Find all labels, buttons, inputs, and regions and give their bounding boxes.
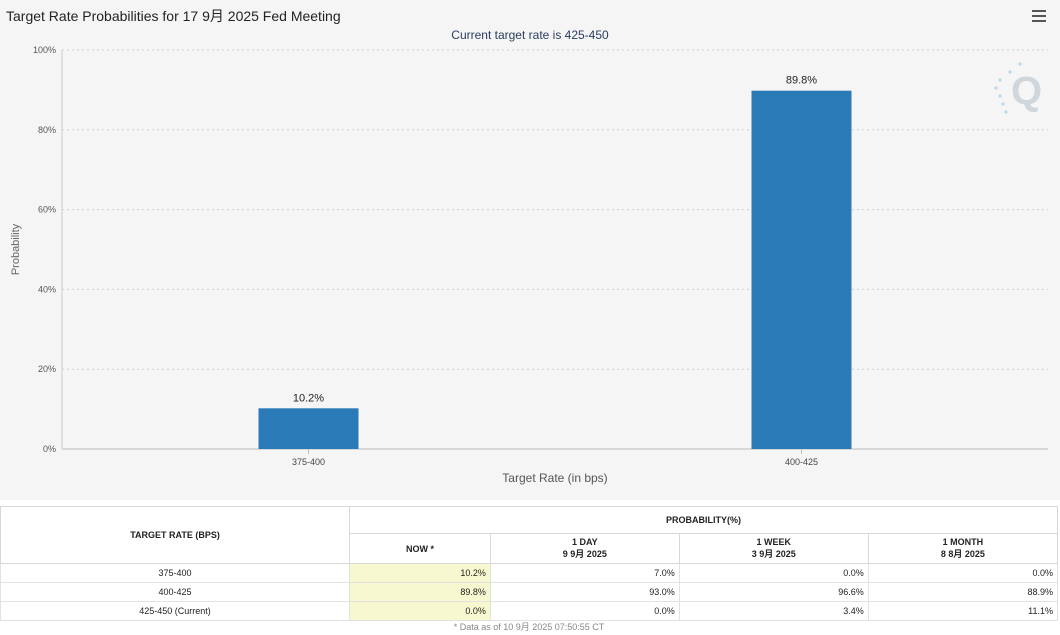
bar: [751, 90, 852, 449]
y-tick-label: 60%: [38, 205, 56, 215]
y-tick-label: 40%: [38, 284, 56, 294]
probability-cell: 93.0%: [489, 582, 680, 602]
chart-title: Target Rate Probabilities for 17 9月 2025…: [6, 8, 341, 24]
y-tick-label: 0%: [43, 444, 56, 454]
target-rate-header: TARGET RATE (BPS): [0, 506, 351, 564]
y-tick-label: 20%: [38, 364, 56, 374]
probability-table: TARGET RATE (BPS) PROBABILITY(%) NOW * 1 …: [0, 505, 1059, 621]
target-rate-cell: 400-425: [0, 582, 351, 602]
probability-cell: 7.0%: [489, 563, 680, 583]
probability-header: PROBABILITY(%): [349, 505, 1058, 535]
x-tick-label: 400-425: [785, 457, 818, 467]
x-axis-title: Target Rate (in bps): [502, 471, 607, 485]
column-header: 1 DAY 9 9月 2025: [489, 533, 680, 564]
probability-cell: 88.9%: [867, 582, 1059, 602]
chart-panel: 0% 20% 40% 60% 80% 100% 10.2% 375-400 89.8% 400-4…: [6, 8, 1048, 485]
y-axis-title: Probability: [10, 223, 22, 275]
probability-cell: 3.4%: [678, 601, 869, 621]
bar: [258, 408, 359, 449]
table-row: 425-450 (Current) 0.0% 0.0% 3.4% 11.1%: [0, 601, 1059, 621]
probability-cell: 89.8%: [349, 582, 491, 602]
probability-cell: 0.0%: [867, 563, 1059, 583]
column-header-row: NOW * 1 DAY 9 9月 2025 1 WEEK 3 9月 2025 1 MONT…: [1, 533, 1059, 564]
probability-cell: 10.2%: [349, 563, 491, 583]
data-timestamp-footnote: * Data as of 10 9月 2025 07:50:55 CT: [453, 622, 605, 632]
table-body: 375-400 10.2% 7.0% 0.0% 0.0% 400-425 89.8% 93.0…: [0, 563, 1059, 621]
data-label: 10.2%: [293, 392, 324, 404]
table-row: 375-400 10.2% 7.0% 0.0% 0.0%: [0, 563, 1059, 583]
probability-cell: 0.0%: [489, 601, 680, 621]
bar-chart: 0% 20% 40% 60% 80% 100% 10.2% 375-400 89.8% 400-4…: [10, 45, 1048, 485]
x-tick-label: 375-400: [292, 457, 325, 467]
hamburger-menu-icon[interactable]: [1032, 10, 1046, 22]
probability-cell: 0.0%: [678, 563, 869, 583]
column-header: 1 MONTH 8 8月 2025: [867, 533, 1059, 564]
probability-cell: 11.1%: [867, 601, 1059, 621]
target-rate-cell: 425-450 (Current): [0, 601, 351, 621]
target-rate-cell: 375-400: [0, 563, 351, 583]
chart-subtitle: Current target rate is 425-450: [451, 28, 609, 42]
column-header: 1 WEEK 3 9月 2025: [678, 533, 869, 564]
q-logo-watermark: Q: [994, 62, 1042, 114]
y-tick-label: 100%: [33, 45, 56, 55]
y-tick-label: 80%: [38, 125, 56, 135]
probability-cell: 0.0%: [349, 601, 491, 621]
table-row: 400-425 89.8% 93.0% 96.6% 88.9%: [0, 582, 1059, 602]
probability-cell: 96.6%: [678, 582, 869, 602]
svg-text:Q: Q: [1011, 69, 1042, 113]
data-label: 89.8%: [786, 75, 817, 87]
column-header: NOW *: [349, 533, 491, 564]
